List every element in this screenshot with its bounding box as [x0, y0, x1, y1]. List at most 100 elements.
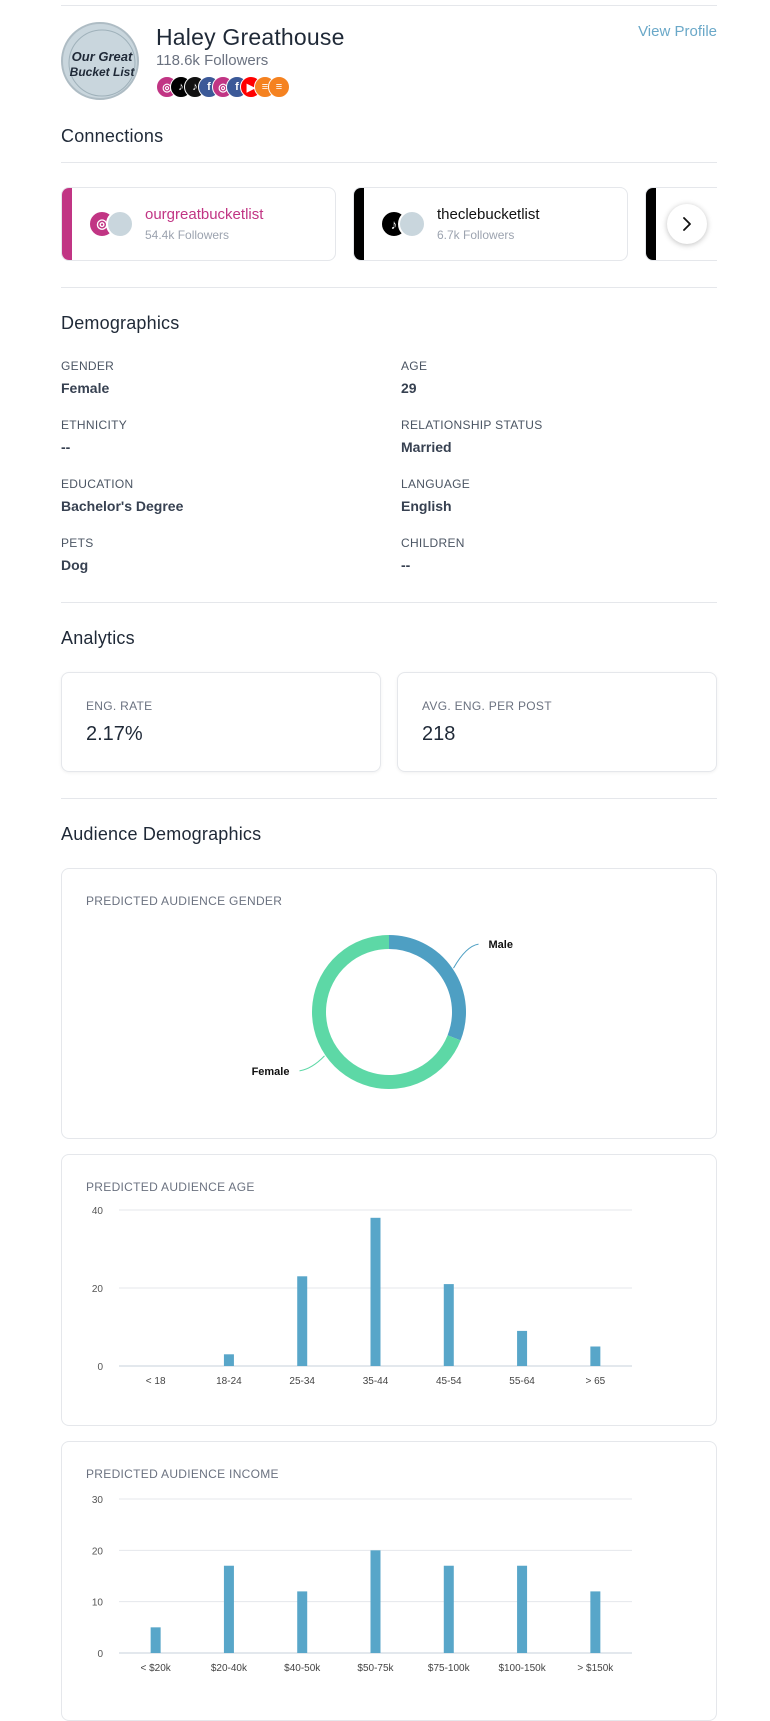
income-chart-card: PREDICTED AUDIENCE INCOME 0 10 20 30 < $20k $… [61, 1441, 717, 1721]
y-tick-label: 20 [92, 1284, 104, 1295]
x-tick-label: > $150k [577, 1663, 614, 1674]
connection-accent [354, 188, 364, 260]
connection-followers: 54.4k Followers [145, 228, 230, 242]
y-tick-label: 10 [92, 1598, 104, 1609]
bar[interactable] [517, 1565, 528, 1653]
demographics-divider [61, 287, 717, 288]
connection-name: ourgreatbucketlist [145, 206, 264, 223]
field-value: -- [401, 557, 411, 573]
bar[interactable] [370, 1217, 381, 1366]
x-tick-label: 25-34 [289, 1376, 315, 1387]
bar[interactable] [590, 1591, 601, 1653]
y-tick-label: 30 [92, 1495, 104, 1506]
bar[interactable] [223, 1354, 234, 1366]
profile-followers: 118.6k Followers [156, 52, 269, 69]
field-value: English [401, 498, 452, 514]
field-label: LANGUAGE [401, 477, 471, 491]
donut-label: Female [252, 1066, 290, 1078]
age-chart-card: PREDICTED AUDIENCE AGE 0 20 40 < 18 18-24 25-… [61, 1154, 717, 1426]
connection-accent [62, 188, 72, 260]
field-value: 29 [401, 380, 417, 396]
avatar-icon [106, 210, 134, 238]
bar[interactable] [150, 1627, 161, 1653]
eng-rate-card: ENG. RATE 2.17% [61, 672, 381, 772]
connection-icons: ♪ [380, 210, 430, 240]
avatar-text-1: Our Great [72, 49, 133, 64]
bar[interactable] [297, 1591, 308, 1653]
connection-accent [646, 188, 656, 260]
gender-chart-title: PREDICTED AUDIENCE GENDER [86, 894, 283, 908]
avg-eng-value: 218 [422, 723, 456, 745]
field-label: EDUCATION [61, 477, 134, 491]
field-label: PETS [61, 536, 94, 550]
avatar-text-2: Bucket List [70, 65, 136, 79]
chevron-right-icon [683, 217, 691, 231]
x-tick-label: $100-150k [498, 1663, 546, 1674]
age-chart-title: PREDICTED AUDIENCE AGE [86, 1180, 255, 1194]
avatar[interactable]: Our Great Bucket List [61, 22, 139, 100]
connection-card[interactable]: ◎ ourgreatbucketlist 54.4k Followers [61, 187, 336, 261]
analytics-title: Analytics [61, 628, 135, 648]
connection-name: theclebucketlist [437, 206, 540, 223]
top-divider [61, 5, 717, 6]
avg-eng-card: AVG. ENG. PER POST 218 [397, 672, 717, 772]
x-tick-label: $40-50k [284, 1663, 321, 1674]
x-tick-label: < $20k [140, 1663, 171, 1674]
gender-donut-chart: Male Female [252, 935, 513, 1089]
avg-eng-label: AVG. ENG. PER POST [422, 699, 552, 713]
age-bar-chart: 0 20 40 < 18 18-24 25-34 35-44 45-54 55-64 > 65 [92, 1206, 632, 1387]
field-value: Dog [61, 557, 89, 573]
analytics-divider [61, 602, 717, 603]
connection-followers: 6.7k Followers [437, 228, 515, 242]
y-tick-label: 20 [92, 1546, 104, 1557]
bar[interactable] [443, 1284, 454, 1366]
x-tick-label: $50-75k [357, 1663, 394, 1674]
field-value: Bachelor's Degree [61, 498, 184, 514]
y-tick-label: 40 [92, 1206, 104, 1217]
donut-leader-line [299, 1055, 325, 1072]
view-profile-link[interactable]: View Profile [638, 23, 717, 40]
bar[interactable] [517, 1330, 528, 1366]
bar[interactable] [443, 1565, 454, 1653]
y-tick-label: 0 [97, 1649, 103, 1660]
field-label: GENDER [61, 359, 115, 373]
connections-title: Connections [61, 126, 164, 146]
eng-rate-label: ENG. RATE [86, 699, 153, 713]
next-button[interactable] [667, 204, 707, 244]
x-tick-label: $75-100k [428, 1663, 471, 1674]
eng-rate-value: 2.17% [86, 723, 143, 745]
income-bar-chart: 0 10 20 30 < $20k $20-40k $40-50k $50-75k $75-10… [92, 1495, 632, 1674]
field-label: RELATIONSHIP STATUS [401, 418, 543, 432]
profile-name: Haley Greathouse [156, 24, 345, 50]
connection-icons: ◎ [88, 210, 138, 240]
x-tick-label: 55-64 [509, 1376, 535, 1387]
bar[interactable] [370, 1550, 381, 1653]
field-value: -- [61, 439, 71, 455]
x-tick-label: > 65 [585, 1376, 605, 1387]
donut-label: Male [489, 939, 513, 951]
donut-leader-line [453, 943, 479, 969]
y-tick-label: 0 [97, 1362, 103, 1373]
donut-slice-female[interactable] [312, 935, 461, 1089]
bar[interactable] [297, 1276, 308, 1366]
bar[interactable] [590, 1346, 601, 1367]
field-value: Married [401, 439, 452, 455]
x-tick-label: 18-24 [216, 1376, 242, 1387]
field-label: AGE [401, 359, 428, 373]
demographics-title: Demographics [61, 313, 180, 333]
field-value: Female [61, 380, 110, 396]
audience-divider [61, 798, 717, 799]
field-label: ETHNICITY [61, 418, 128, 432]
avatar-icon [398, 210, 426, 238]
x-tick-label: 35-44 [363, 1376, 389, 1387]
gender-chart-card: PREDICTED AUDIENCE GENDER Male Female [61, 868, 717, 1139]
x-tick-label: 45-54 [436, 1376, 462, 1387]
connection-card[interactable]: ♪ theclebucketlist 6.7k Followers [353, 187, 628, 261]
bar[interactable] [223, 1565, 234, 1653]
donut-slice-male[interactable] [388, 935, 466, 1041]
audience-title: Audience Demographics [61, 824, 262, 844]
income-chart-title: PREDICTED AUDIENCE INCOME [86, 1467, 279, 1481]
x-tick-label: < 18 [146, 1376, 166, 1387]
field-label: CHILDREN [401, 536, 465, 550]
blog-icon[interactable]: ≡ [268, 76, 290, 98]
